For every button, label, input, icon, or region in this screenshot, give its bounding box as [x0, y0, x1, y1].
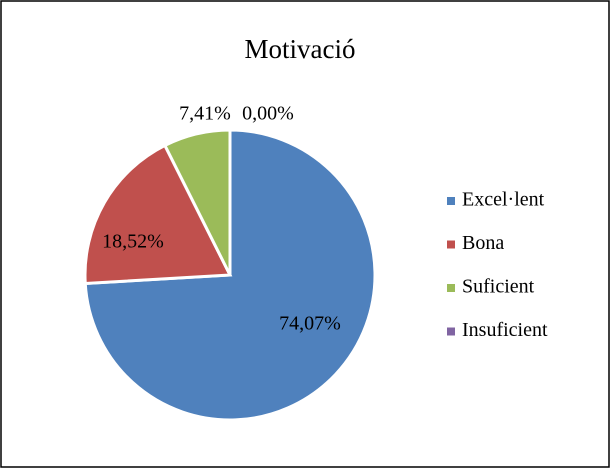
legend-label: Suficient: [462, 276, 535, 298]
data-label: 7,41%: [179, 103, 231, 125]
legend-label: Bona: [462, 232, 504, 254]
chart-title: Motivació: [245, 34, 356, 64]
legend-swatch: [447, 284, 455, 292]
data-label: 74,07%: [279, 313, 341, 335]
legend-swatch: [447, 240, 455, 249]
data-label: 0,00%: [242, 103, 294, 125]
legend-label: Excel·lent: [462, 189, 545, 211]
legend-label: Insuficient: [462, 319, 548, 341]
legend-swatch: [447, 197, 455, 205]
legend-swatch: [447, 327, 455, 336]
pie-slice: [83, 143, 233, 286]
data-label: 18,52%: [102, 231, 164, 253]
